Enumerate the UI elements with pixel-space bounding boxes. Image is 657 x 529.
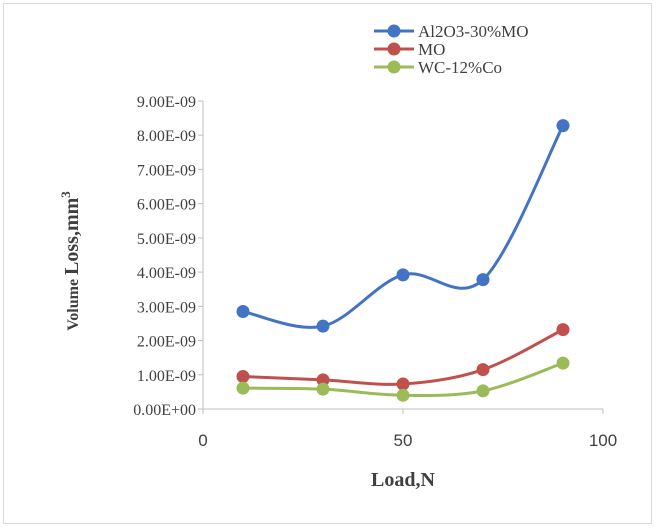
- y-tick-label: 7.00E-09: [137, 162, 196, 179]
- y-tick-label: 0.00E+00: [133, 402, 196, 419]
- data-point: [556, 356, 570, 370]
- legend-label: WC-12%Co: [418, 58, 502, 77]
- data-point: [236, 369, 250, 383]
- data-point: [556, 323, 570, 337]
- data-point: [476, 363, 490, 377]
- chart-frame: [3, 3, 652, 524]
- legend-item: MO: [374, 40, 445, 59]
- data-point: [476, 273, 490, 287]
- x-tick-label: 0: [198, 431, 207, 450]
- legend-swatch-marker: [387, 60, 401, 74]
- y-axis-title: Volume Loss,mm3: [58, 191, 83, 331]
- y-tick-label: 5.00E-09: [137, 231, 196, 248]
- y-axis-title-prefix: Volume: [65, 275, 82, 331]
- y-tick-label: 3.00E-09: [137, 299, 196, 316]
- data-point: [316, 319, 330, 333]
- legend-label: Al2O3-30%MO: [418, 22, 529, 41]
- series-0: [236, 119, 570, 333]
- data-point: [476, 384, 490, 398]
- x-tick-label: 100: [589, 431, 617, 450]
- data-point: [236, 381, 250, 395]
- y-tick-label: 8.00E-09: [137, 128, 196, 145]
- data-point: [316, 382, 330, 396]
- axes: 0.00E+00 1.00E-09 2.00E-09 3.00E-09 4.00E-09…: [133, 94, 617, 450]
- x-tick-label: 50: [394, 431, 413, 450]
- series-layer: [236, 119, 570, 402]
- legend-swatch-marker: [387, 24, 401, 38]
- data-point: [396, 377, 410, 391]
- series-line: [242, 124, 565, 329]
- x-axis-title: Load,N: [371, 469, 435, 491]
- data-point: [316, 373, 330, 387]
- legend-swatch-marker: [387, 42, 401, 56]
- y-tick-label: 9.00E-09: [137, 94, 196, 111]
- y-tick-label: 6.00E-09: [137, 197, 196, 214]
- data-point: [236, 304, 250, 318]
- legend-label: MO: [418, 40, 445, 59]
- legend-item: WC-12%Co: [374, 58, 502, 77]
- data-point: [396, 388, 410, 402]
- y-axis-title-main: Loss,mm: [61, 197, 83, 275]
- y-axis-title-superscript: 3: [58, 191, 73, 198]
- data-point: [556, 119, 570, 133]
- series-1: [236, 323, 570, 391]
- y-tick-label: 2.00E-09: [137, 334, 196, 351]
- y-tick-label: 1.00E-09: [137, 368, 196, 385]
- legend-item: Al2O3-30%MO: [374, 22, 529, 41]
- series-2: [236, 356, 570, 402]
- data-point: [396, 268, 410, 282]
- y-tick-label: 4.00E-09: [137, 265, 196, 282]
- series-line: [242, 328, 564, 386]
